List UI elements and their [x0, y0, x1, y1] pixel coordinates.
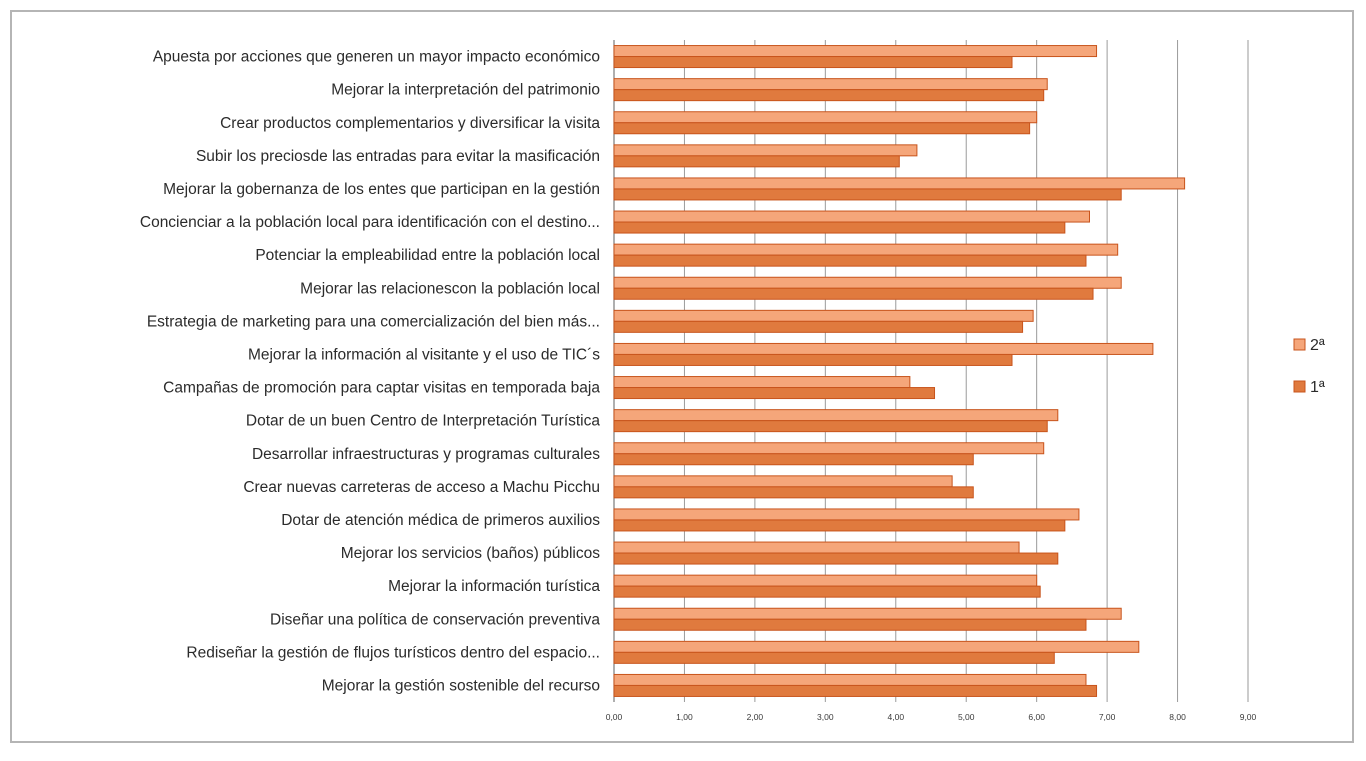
- x-tick-label: 1,00: [676, 712, 693, 722]
- bar-series-2: [613, 574, 1038, 587]
- x-tick-label: 7,00: [1099, 712, 1116, 722]
- legend-swatch: [1293, 380, 1306, 393]
- gridlines: [613, 40, 1249, 702]
- category-label: Mejorar la gobernanza de los entes que p…: [163, 181, 600, 198]
- bar-series-2: [613, 177, 1186, 190]
- bar-series-2: [613, 342, 1154, 355]
- category-label: Desarrollar infraestructuras y programas…: [252, 446, 600, 463]
- bar-series-1: [613, 221, 1066, 234]
- category-label: Campañas de promoción para captar visita…: [163, 380, 600, 397]
- x-tick-label: 9,00: [1240, 712, 1257, 722]
- category-label: Crear productos complementarios y divers…: [220, 115, 600, 132]
- bar-series-1: [613, 188, 1122, 201]
- bar-series-2: [613, 111, 1038, 124]
- bar-series-2: [613, 78, 1048, 91]
- bar-series-1: [613, 387, 936, 400]
- x-tick-label: 2,00: [747, 712, 764, 722]
- category-label: Mejorar la interpretación del patrimonio: [331, 82, 600, 99]
- bar-series-1: [613, 618, 1087, 631]
- category-label: Diseñar una política de conservación pre…: [270, 611, 600, 628]
- bar-series-1: [613, 320, 1024, 333]
- category-label: Mejorar la gestión sostenible del recurs…: [322, 677, 600, 694]
- bar-series-1: [613, 684, 1098, 697]
- bar-series-1: [613, 519, 1066, 532]
- bar-series-2: [613, 210, 1090, 223]
- bar-series-1: [613, 56, 1013, 69]
- category-label: Mejorar la información al visitante y el…: [248, 346, 600, 363]
- chart-frame: Apuesta por acciones que generen un mayo…: [10, 10, 1354, 743]
- category-label: Dotar de un buen Centro de Interpretació…: [246, 413, 601, 430]
- bar-series-2: [613, 640, 1140, 653]
- bar-series-2: [613, 607, 1122, 620]
- bar-series-1: [613, 486, 974, 499]
- category-labels: Apuesta por acciones que generen un mayo…: [140, 49, 601, 695]
- bar-series-2: [613, 475, 953, 488]
- x-tick-label: 5,00: [958, 712, 975, 722]
- category-label: Mejorar los servicios (baños) públicos: [341, 545, 601, 562]
- category-label: Estrategia de marketing para una comerci…: [147, 313, 600, 330]
- x-tick-label: 0,00: [606, 712, 623, 722]
- legend: 2ª 1ª: [1293, 337, 1325, 396]
- bar-series-2: [613, 409, 1059, 422]
- x-tick-label: 3,00: [817, 712, 834, 722]
- bar-series-2: [613, 673, 1087, 686]
- bar-series-1: [613, 122, 1031, 135]
- bar-series-1: [613, 155, 900, 168]
- bar-series-1: [613, 453, 974, 466]
- bar-series-2: [613, 541, 1020, 554]
- legend-swatch: [1293, 338, 1306, 351]
- bar-series-2: [613, 376, 911, 389]
- x-tick-label: 4,00: [888, 712, 905, 722]
- legend-label: 1ª: [1310, 379, 1325, 396]
- bar-series-2: [613, 508, 1080, 521]
- bar-series-1: [613, 353, 1013, 366]
- category-label: Potenciar la empleabilidad entre la pobl…: [255, 247, 600, 264]
- bar-series-1: [613, 89, 1045, 102]
- category-label: Mejorar las relacionescon la población l…: [300, 280, 600, 297]
- bar-series-2: [613, 276, 1122, 289]
- category-label: Rediseñar la gestión de flujos turístico…: [186, 644, 600, 661]
- category-label: Subir los preciosde las entradas para ev…: [196, 148, 600, 165]
- bar-series-2: [613, 45, 1098, 58]
- bar-series-2: [613, 243, 1119, 256]
- bar-series-1: [613, 651, 1055, 664]
- x-tick-label: 8,00: [1169, 712, 1186, 722]
- bar-series-1: [613, 287, 1094, 300]
- category-label: Mejorar la información turística: [388, 578, 600, 595]
- bar-series-2: [613, 442, 1045, 455]
- bar-series-2: [613, 309, 1034, 322]
- category-label: Crear nuevas carreteras de acceso a Mach…: [243, 479, 600, 496]
- bar-series-1: [613, 420, 1048, 433]
- legend-label: 2ª: [1310, 337, 1325, 354]
- category-label: Dotar de atención médica de primeros aux…: [281, 512, 600, 529]
- x-tick-label: 6,00: [1028, 712, 1045, 722]
- category-label: Apuesta por acciones que generen un mayo…: [153, 49, 600, 66]
- bars: [613, 45, 1186, 697]
- x-tick-labels: 0,00 1,00 2,00 3,00 4,00 5,00 6,00 7,00 8,00 9,00: [606, 712, 1257, 722]
- bar-series-1: [613, 585, 1041, 598]
- category-label: Concienciar a la población local para id…: [140, 214, 600, 231]
- bar-series-1: [613, 552, 1059, 565]
- bar-series-1: [613, 254, 1087, 267]
- bar-series-2: [613, 144, 918, 157]
- bar-chart: Apuesta por acciones que generen un mayo…: [140, 40, 1325, 722]
